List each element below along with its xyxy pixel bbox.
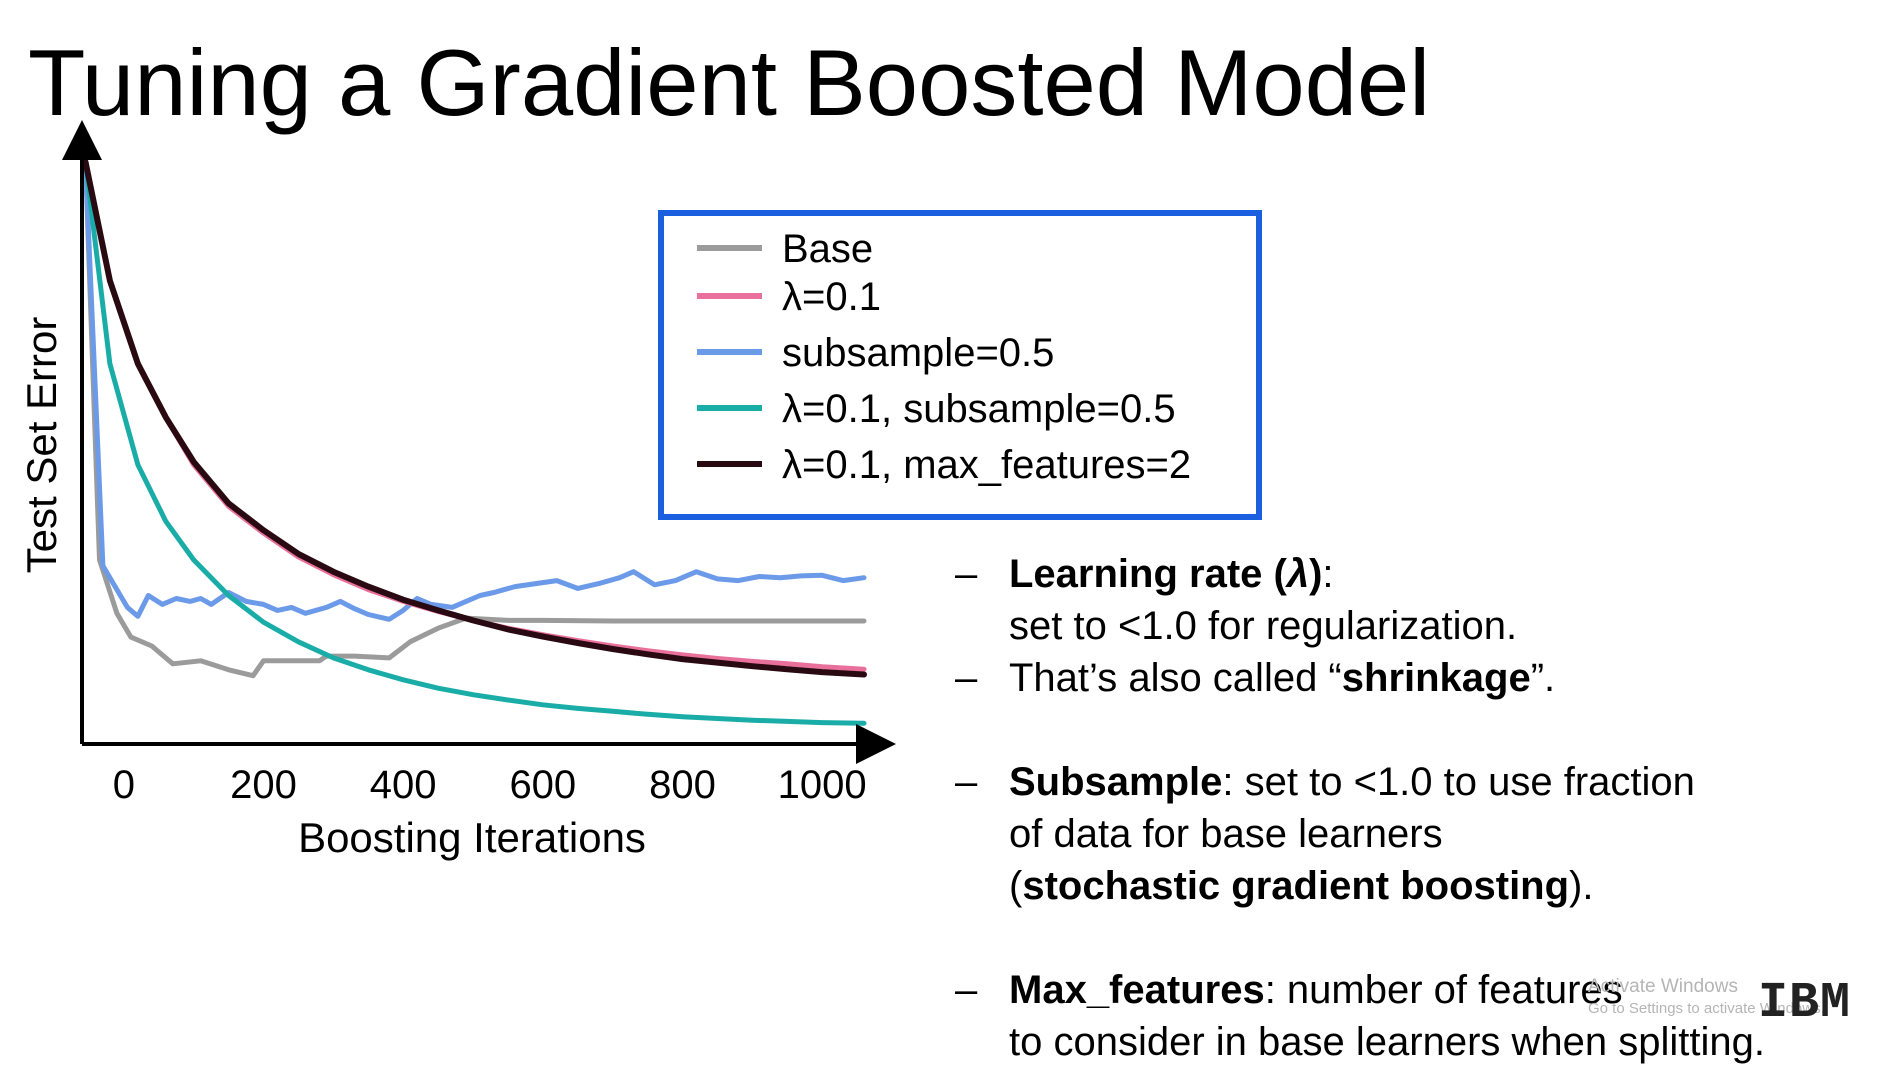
legend-label-lambda-0-1: λ=0.1 [782, 275, 881, 319]
bullet-text-run: : [1322, 552, 1334, 596]
bullet-spacer [955, 704, 1855, 756]
x-tick-label-1000: 1000 [778, 763, 867, 807]
watermark-title: Activate Windows [1588, 976, 1738, 997]
bullet-dash: – [955, 552, 978, 596]
bullet-item-1: – Learning rate (λ): set to <1.0 for regul… [955, 548, 1855, 652]
bullet-dash: – [955, 968, 978, 1012]
x-tick-labels: 0 200 400 600 800 1000 [113, 763, 867, 807]
bullet-text-run: Max_features [1009, 968, 1265, 1012]
series-layer [82, 158, 867, 726]
bullet-line: of data for base learners [1009, 808, 1855, 860]
bullet-text-run: : set to <1.0 to use fraction [1222, 760, 1695, 804]
legend-label-subsample-0-5: subsample=0.5 [782, 331, 1054, 375]
bullet-line: Max_features: number of features [1009, 964, 1855, 1016]
x-axis-label: Boosting Iterations [298, 814, 646, 861]
bullet-line: to consider in base learners when splitt… [1009, 1016, 1855, 1068]
series-line-subsample-0-5 [83, 159, 867, 622]
bullet-item-2: – That’s also called “shrinkage”. [955, 652, 1855, 704]
bullet-line: Learning rate (λ): [1009, 548, 1855, 600]
x-tick-label-400: 400 [370, 763, 437, 807]
bullet-list: – Learning rate (λ): set to <1.0 for regul… [955, 548, 1855, 1068]
bullet-line: That’s also called “shrinkage”. [1009, 652, 1855, 704]
x-tick-label-600: 600 [509, 763, 576, 807]
bullet-text-run: Learning rate ( [1009, 552, 1287, 596]
series-line-lambda-0-1-max-features-2 [82, 158, 867, 678]
bullet-text-run: to consider in base learners when splitt… [1009, 1020, 1765, 1064]
bullet-text-run: ( [1009, 864, 1023, 908]
bullet-text-run: ) [1309, 552, 1323, 596]
legend-label-lambda-0-1-subsample-0-5: λ=0.1, subsample=0.5 [782, 387, 1176, 431]
bullet-text-run: ). [1569, 864, 1594, 908]
x-tick-label-200: 200 [230, 763, 297, 807]
bullet-line: Subsample: set to <1.0 to use fraction [1009, 756, 1855, 808]
ibm-logo: IBM [1758, 975, 1852, 1032]
x-tick-label-800: 800 [649, 763, 716, 807]
bullet-line: (stochastic gradient boosting). [1009, 860, 1855, 912]
bullet-text-run: stochastic gradient boosting [1022, 864, 1570, 908]
bullet-text-run: set to <1.0 for regularization. [1009, 604, 1518, 648]
bullet-text-run: ”. [1530, 656, 1556, 700]
legend-label-base: Base [782, 227, 873, 271]
bullet-dash: – [955, 760, 978, 804]
watermark-subtitle: Go to Settings to activate Windows. [1588, 1000, 1825, 1017]
slide-title: Tuning a Gradient Boosted Model [28, 30, 1431, 135]
bullet-text-run: of data for base learners [1009, 812, 1443, 856]
bullet-text-run: λ [1286, 552, 1310, 596]
bullet-dash: – [955, 656, 978, 700]
bullet-text-run: That’s also called “ [1009, 656, 1342, 700]
bullet-text-run: : number of features [1264, 968, 1623, 1012]
activate-windows-watermark: Activate Windows Go to Settings to activ… [1588, 976, 1825, 1020]
bullet-item-4: – Max_features: number of features to cons… [955, 964, 1855, 1068]
bullet-text-run: shrinkage [1341, 656, 1531, 700]
x-tick-label-0: 0 [113, 763, 135, 807]
legend-label-lambda-0-1-max-features-2: λ=0.1, max_features=2 [782, 443, 1191, 487]
bullet-item-3: – Subsample: set to <1.0 to use fraction o… [955, 756, 1855, 912]
bullet-line: set to <1.0 for regularization. [1009, 600, 1855, 652]
bullet-text-run: Subsample [1009, 760, 1223, 804]
series-line-base [83, 159, 867, 679]
series-line-lambda-0-1-subsample-0-5 [83, 159, 867, 726]
y-axis-label: Test Set Error [18, 317, 65, 574]
bullet-spacer [955, 912, 1855, 964]
